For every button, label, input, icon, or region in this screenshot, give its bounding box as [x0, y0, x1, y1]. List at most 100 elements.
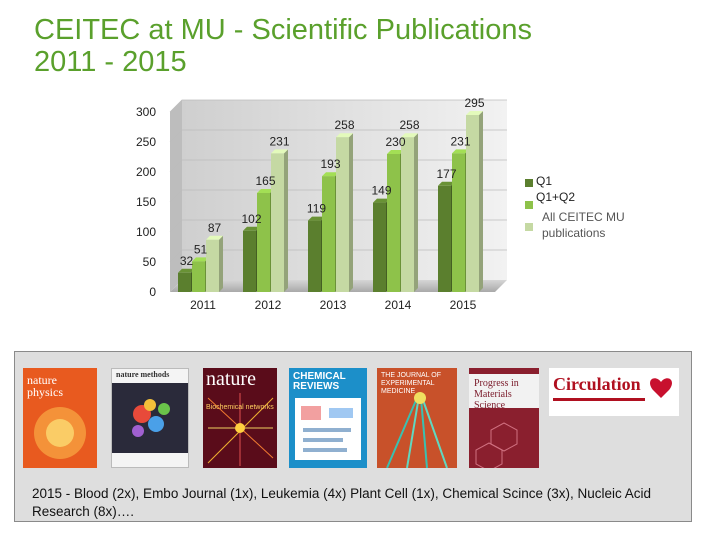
data-label: 87	[208, 221, 222, 235]
y-tick-label: 150	[136, 195, 156, 209]
legend-swatch-q1q2	[525, 201, 533, 209]
bar-2012-0	[243, 230, 256, 292]
page-title: CEITEC at MU - Scientific Publications 2…	[34, 14, 532, 78]
bar-top	[308, 216, 325, 221]
bar-side	[479, 111, 483, 292]
legend-label-q1q2: Q1+Q2	[536, 190, 576, 204]
nature-physics-art	[23, 368, 97, 468]
nature-methods-cover: nature methods	[111, 368, 189, 468]
legend-item-all: All CEITEC MU publications	[522, 210, 682, 258]
bar-top	[401, 133, 418, 138]
bar-top	[387, 150, 404, 154]
data-label: 231	[450, 134, 470, 148]
bar-top	[257, 189, 274, 193]
bar-top	[206, 235, 223, 240]
bar-2015-0	[438, 185, 451, 292]
nature-cover: nature Biochemical networks	[203, 368, 277, 468]
y-tick-label: 100	[136, 225, 156, 239]
bar-2011-1	[192, 261, 205, 292]
journal-covers-panel: nature physics nature methods nature Bio…	[14, 351, 692, 522]
chemical-reviews-art	[289, 368, 367, 468]
nature-physics-cover: nature physics	[23, 368, 97, 468]
bar-top	[373, 198, 390, 203]
y-tick-label: 250	[136, 135, 156, 149]
nature-title: nature	[206, 368, 256, 390]
nature-methods-art	[112, 369, 188, 467]
bar-top	[271, 149, 288, 154]
data-label: 119	[307, 202, 326, 216]
bar-side	[414, 133, 418, 292]
progress-materials-science-cover: Progress in Materials Science	[469, 368, 539, 468]
data-label: 32	[180, 254, 194, 268]
bar-2013-1	[322, 176, 335, 292]
data-label: 149	[371, 184, 391, 198]
data-label: 102	[241, 212, 261, 226]
progress-materials-science-art	[469, 368, 539, 468]
journal-experimental-medicine-art	[377, 368, 457, 468]
y-tick-label: 300	[136, 105, 156, 119]
bar-2014-1	[387, 154, 400, 292]
x-tick-label: 2012	[255, 298, 282, 312]
x-tick-label: 2013	[320, 298, 347, 312]
bar-2014-2	[401, 137, 414, 292]
chart-legend: Q1 Q1+Q2 All CEITEC MU publications	[522, 174, 682, 258]
journal-experimental-medicine-cover: THE JOURNAL OF EXPERIMENTAL MEDICINE	[377, 368, 457, 468]
data-label: 295	[464, 96, 484, 110]
data-label: 258	[399, 118, 419, 132]
bar-side	[349, 133, 353, 292]
circulation-art	[549, 368, 679, 416]
bar-top	[438, 181, 455, 186]
bar-2015-1	[452, 153, 465, 292]
nature-physics-title: nature physics	[27, 373, 63, 399]
data-label: 193	[320, 157, 340, 171]
circulation-title: Circulation	[553, 374, 641, 394]
bar-2012-2	[271, 153, 284, 292]
x-tick-label: 2014	[385, 298, 412, 312]
journal-experimental-medicine-title: THE JOURNAL OF EXPERIMENTAL MEDICINE	[381, 372, 442, 395]
legend-label-q1: Q1	[536, 174, 553, 188]
chemical-reviews-title: CHEMICAL REVIEWS	[293, 371, 346, 392]
publications-caption: 2015 - Blood (2x), Embo Journal (1x), Le…	[32, 486, 651, 519]
legend-label-all: All CEITEC MU publications	[542, 210, 625, 240]
bar-top	[466, 111, 483, 115]
bar-2011-0	[178, 272, 191, 292]
bar-2013-0	[308, 220, 321, 292]
bar-top	[452, 149, 469, 154]
bar-side	[219, 235, 223, 292]
data-label: 258	[334, 118, 354, 132]
chart-gridline	[169, 99, 507, 113]
y-tick-label: 200	[136, 165, 156, 179]
x-tick-label: 2015	[450, 298, 477, 312]
legend-item-q1: Q1	[522, 174, 682, 196]
bar-2011-2	[206, 239, 219, 292]
bar-top	[322, 172, 339, 177]
heart-icon	[650, 378, 672, 398]
legend-swatch-all	[525, 223, 533, 231]
legend-item-q1q2: Q1+Q2	[522, 190, 682, 218]
nature-art	[203, 368, 277, 468]
data-label: 231	[269, 134, 289, 148]
bar-top	[192, 257, 209, 262]
data-label: 177	[436, 167, 456, 181]
data-label: 165	[255, 174, 275, 188]
circulation-cover: Circulation	[549, 368, 679, 416]
y-tick-label: 50	[143, 255, 157, 269]
bar-2012-1	[257, 193, 270, 292]
data-label: 51	[194, 242, 208, 256]
legend-swatch-q1	[525, 179, 533, 187]
bar-2014-0	[373, 202, 386, 292]
nature-methods-title: nature methods	[116, 370, 170, 379]
chemical-reviews-cover: CHEMICAL REVIEWS	[289, 368, 367, 468]
bar-top	[178, 268, 195, 273]
bar-side	[284, 149, 288, 292]
bar-top	[336, 133, 353, 138]
nature-subtitle: Biochemical networks	[206, 404, 274, 411]
bar-2013-2	[336, 137, 349, 292]
bar-2015-2	[466, 115, 479, 292]
x-tick-label: 2011	[190, 298, 216, 312]
y-tick-label: 0	[149, 285, 156, 299]
progress-materials-science-title: Progress in Materials Science	[474, 378, 519, 411]
chart-gridline	[169, 129, 507, 143]
bar-top	[243, 226, 260, 231]
